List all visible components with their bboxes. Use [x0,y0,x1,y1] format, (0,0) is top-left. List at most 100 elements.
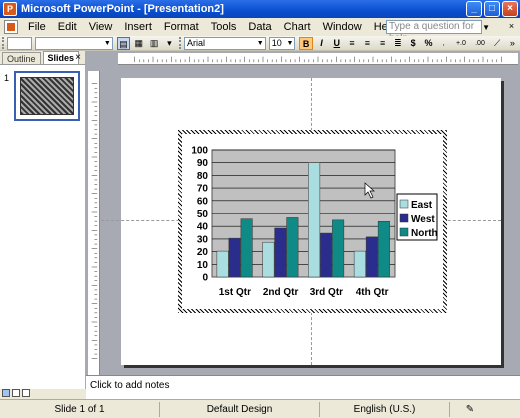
bar-west[interactable] [320,232,333,278]
menu-format[interactable]: Format [163,21,199,33]
menu-view[interactable]: View [88,21,113,33]
percent-button[interactable]: % [424,37,433,48]
help-search-input[interactable]: Type a question for help [386,20,482,44]
y-tick-label: 90 [197,158,209,169]
slide-sorter-icon[interactable] [12,389,20,397]
y-tick-label: 10 [197,260,209,271]
bar-east[interactable] [308,162,321,278]
status-slide: Slide 1 of 1 [0,401,160,417]
vertical-ruler[interactable] [88,71,100,375]
chart-object[interactable]: 0 10 20 30 40 50 60 70 80 90 100 1st Qtr 2nd Qtr 3rd … [182,134,443,309]
toolbar-options-icon[interactable]: » [509,37,515,48]
legend-swatch[interactable] [399,227,409,237]
angle-text-icon[interactable]: ⟋ [494,37,501,48]
bold-button[interactable]: B [299,36,313,50]
menu-edit[interactable]: Edit [57,21,77,33]
horizontal-ruler[interactable] [118,53,518,65]
toolbar-grip-icon[interactable] [179,37,182,49]
font-name-combo[interactable]: Arial ▼ [183,36,266,50]
help-dropdown-icon[interactable]: ▼ [482,23,490,32]
status-design: Default Design [160,401,320,417]
menu-insert[interactable]: Insert [124,21,152,33]
comma-style-icon[interactable]: , [442,39,445,47]
chart-type-dropdown-icon[interactable]: ▾ [167,37,172,48]
menu-file[interactable]: File [28,21,46,33]
font-size-value: 10 [271,37,282,48]
align-center-icon[interactable]: ≡ [364,37,370,48]
spelling-icon[interactable]: ✎ [465,403,475,415]
chevron-down-icon: ▼ [103,39,111,47]
legend-swatch[interactable] [399,199,409,209]
font-size-combo[interactable]: 10 ▼ [268,36,296,50]
y-tick-label: 100 [191,146,208,157]
bar-east[interactable] [216,250,229,278]
format-chart-icon[interactable]: ▤ [116,36,131,50]
slideshow-icon[interactable] [22,389,30,397]
bar-north[interactable] [286,217,299,278]
align-right-icon[interactable]: ≡ [379,37,386,48]
close-button[interactable]: × [502,1,518,17]
chart-object-combo[interactable] [6,36,32,50]
font-name-value: Arial [186,37,205,48]
y-tick-label: 0 [202,273,208,284]
legend-label: East [411,200,433,211]
justify-icon[interactable]: ≣ [394,37,402,48]
x-tick-label: 3rd Qtr [310,287,343,298]
y-tick-label: 80 [197,171,209,182]
chart-area-combo[interactable]: ▼ [34,36,113,50]
menu-window[interactable]: Window [322,21,362,33]
mouse-cursor-icon [364,182,375,199]
bar-north[interactable] [240,218,253,278]
menu-bar: File Edit View Insert Format Tools Data … [0,18,520,44]
italic-button[interactable]: I [320,37,323,48]
normal-view-icon[interactable] [2,389,10,397]
x-tick-label: 2nd Qtr [263,287,299,298]
title-bar: P Microsoft PowerPoint - [Presentation2]… [0,0,520,18]
y-tick-label: 30 [197,234,209,245]
chart-type-icon[interactable]: ▥ [149,37,159,48]
thumbnail-chart [20,77,74,115]
currency-button[interactable]: $ [410,37,416,48]
minimize-button[interactable]: _ [466,1,482,17]
menu-tools[interactable]: Tools [210,21,237,33]
decrease-decimal-button[interactable]: .00 [475,39,485,47]
notes-pane[interactable]: Click to add notes [86,375,520,399]
y-tick-label: 70 [197,184,209,195]
menu-data[interactable]: Data [248,21,272,33]
legend-swatch[interactable] [399,213,409,223]
status-bar: Slide 1 of 1 Default Design English (U.S… [0,399,520,418]
slides-panel: Outline Slides × 1 [0,51,86,399]
status-language: English (U.S.) [320,401,450,417]
y-tick-label: 50 [197,209,209,220]
bar-east[interactable] [262,241,275,278]
bar-west[interactable] [365,236,378,278]
tab-slides[interactable]: Slides [42,51,80,64]
view-buttons [0,389,86,399]
chart-icon[interactable]: ▦ [134,37,144,48]
toolbar-grip-icon[interactable] [2,37,5,49]
bar-west[interactable] [274,227,287,278]
x-tick-label: 1st Qtr [219,287,251,298]
powerpoint-app-icon: P [3,2,17,16]
align-left-icon[interactable]: ≡ [349,37,355,48]
bar-east[interactable] [353,250,366,278]
maximize-button[interactable]: □ [484,1,500,17]
underline-button[interactable]: U [333,37,341,48]
bar-west[interactable] [228,237,241,278]
document-icon[interactable] [4,20,18,34]
panel-close-icon[interactable]: × [75,52,81,63]
slide-thumbnail[interactable] [14,71,80,121]
window-title: Microsoft PowerPoint - [Presentation2] [21,3,224,15]
formatting-toolbar: ▼ ▤ ▦ ▥ ▾ Arial ▼ 10 ▼ B I U ≡ ≡ ≡ ≣ $ % ,… [0,36,520,51]
slide-workarea: 0 10 20 30 40 50 60 70 80 90 100 1st Qtr 2nd Qtr 3rd … [86,51,520,375]
legend-label: North [411,228,438,239]
bar-north[interactable] [377,220,390,278]
x-tick-label: 4th Qtr [356,287,389,298]
increase-decimal-button[interactable]: +.0 [455,39,466,47]
doc-close-icon[interactable]: × [508,21,515,31]
tab-outline[interactable]: Outline [2,52,41,64]
y-tick-label: 20 [197,247,209,258]
menu-chart[interactable]: Chart [283,21,311,33]
bar-north[interactable] [332,219,345,278]
